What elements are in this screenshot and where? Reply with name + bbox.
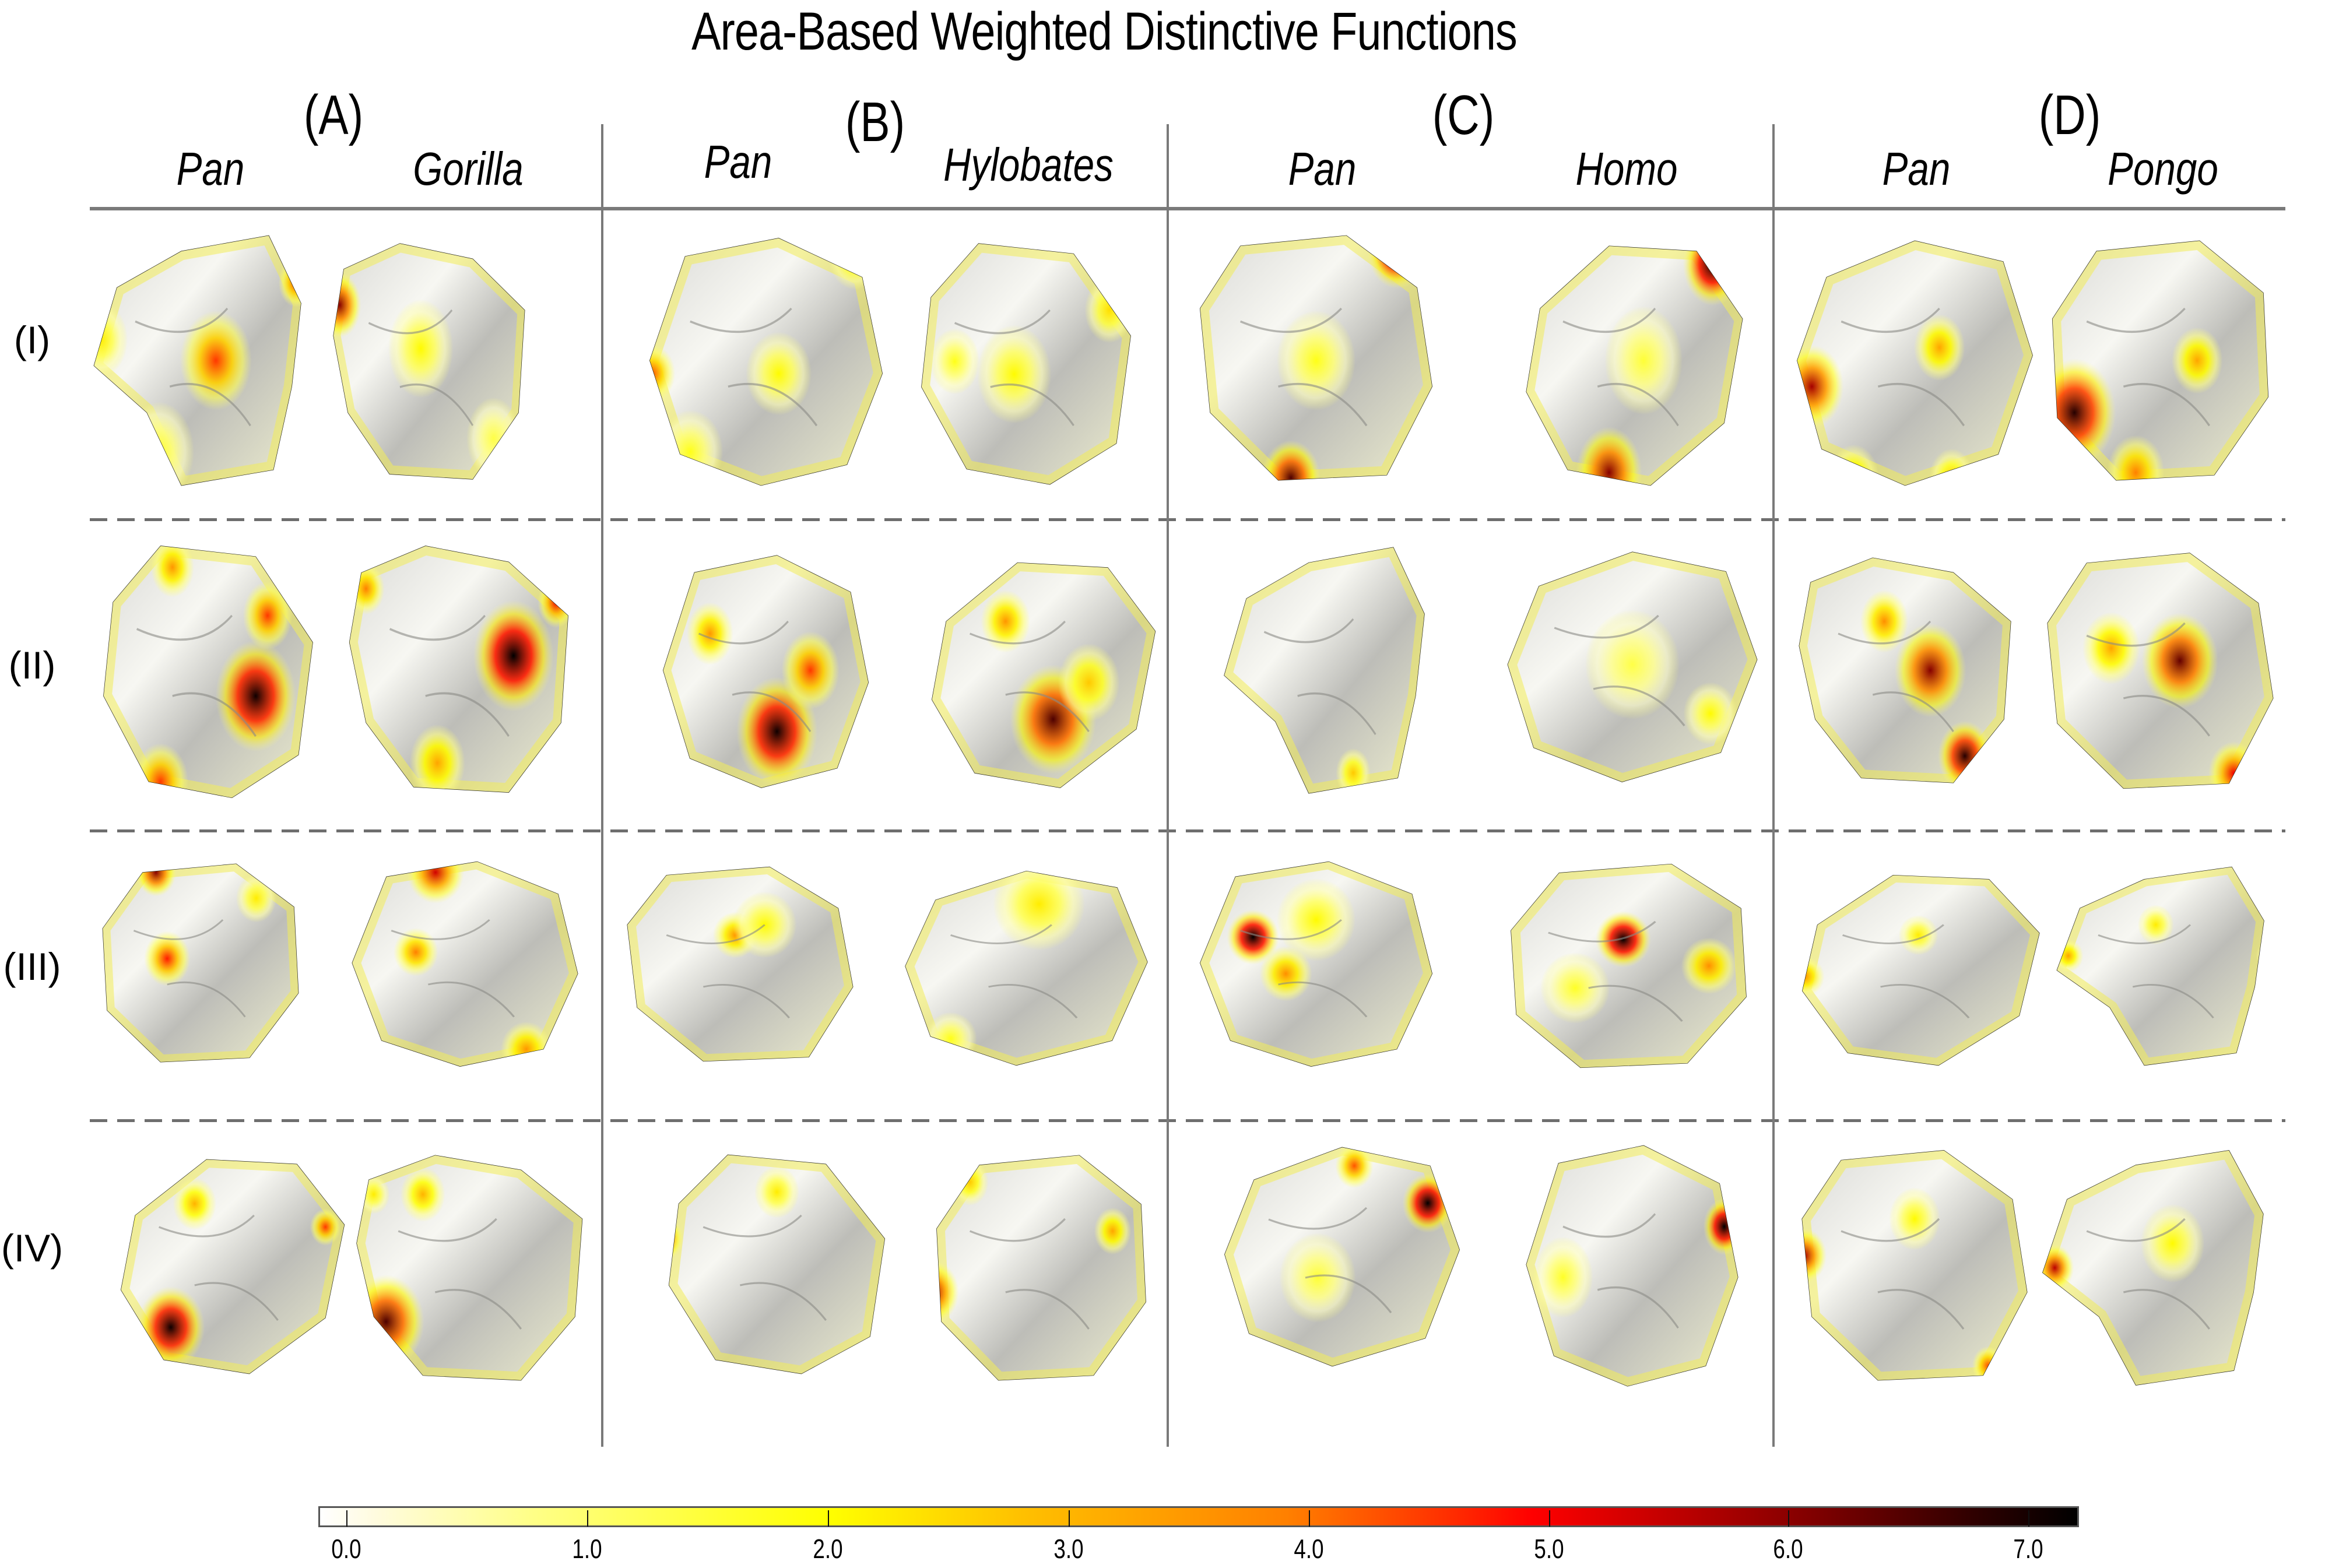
specimen-i-c-homo [1517,230,1747,491]
group-label-c: (C) [1432,84,1495,146]
specimen-iv-d-pan [1792,1145,2037,1390]
group-label-a: (A) [303,84,364,146]
row-label-4: (IV) [1,1226,64,1270]
colorbar [318,1506,2079,1527]
colorbar-tick-label: 6.0 [1773,1534,1803,1564]
group-divider [601,124,603,1447]
row-divider-dashed [90,829,2285,832]
specimen-iii-b-pan [617,863,863,1070]
specimen-iv-d-pongo [2038,1145,2283,1390]
specimen-i-d-pongo [2038,230,2283,491]
colorbar-tick-label: 2.0 [813,1534,843,1564]
specimen-ii-b-pan [654,548,877,793]
specimen-i-b-hylobates [907,233,1145,490]
row-divider-dashed [90,518,2285,521]
row-label-2: (II) [8,644,56,687]
colorbar-tick [828,1510,829,1527]
specimen-i-a-pan [89,230,319,491]
specimen-i-d-pan [1792,230,2038,491]
row-divider-dashed [90,1119,2285,1122]
group-label-b: (B) [845,91,905,153]
colorbar-tick [1069,1510,1070,1527]
figure-title: Area-Based Weighted Distinctive Function… [691,2,1518,61]
header-divider [90,207,2285,210]
taxon-label-d-pan: Pan [1882,143,1951,195]
specimen-iv-a-pan [111,1145,349,1379]
specimen-iii-b-hylobates [900,863,1153,1070]
specimen-iii-d-pan [1792,863,2045,1070]
colorbar-tick [587,1510,588,1527]
colorbar-tick-label: 1.0 [572,1534,602,1564]
colorbar-tick [1788,1510,1789,1527]
row-label-3: (III) [3,945,61,988]
specimen-i-c-pan [1190,230,1442,491]
group-divider [1772,124,1775,1447]
colorbar-tick-label: 3.0 [1053,1534,1084,1564]
specimen-iii-c-pan [1190,855,1442,1071]
specimen-ii-a-gorilla [342,535,580,803]
specimen-ii-d-pongo [2038,548,2283,799]
specimen-i-b-pan [640,230,893,491]
colorbar-tick [2028,1510,2029,1527]
colorbar-tick [1309,1510,1310,1527]
row-label-1: (I) [13,318,51,361]
group-label-d: (D) [2038,84,2101,146]
colorbar-tick-label: 4.0 [1294,1534,1324,1564]
taxon-label-a-pan: Pan [176,143,245,195]
taxon-label-b-pan: Pan [704,136,772,188]
specimen-iv-c-homo [1517,1138,1747,1391]
colorbar-tick-label: 5.0 [1534,1534,1564,1564]
taxon-label-a-gorilla: Gorilla [413,143,524,195]
specimen-iii-c-homo [1495,855,1762,1077]
specimen-ii-c-homo [1502,542,1762,787]
specimen-iv-b-hylobates [922,1145,1160,1390]
taxon-label-b-hylobates: Hylobates [943,139,1114,191]
taxon-label-c-pan: Pan [1288,143,1357,195]
specimen-iv-a-gorilla [349,1145,595,1390]
colorbar-tick [346,1510,347,1527]
specimen-iv-c-pan [1220,1138,1464,1371]
colorbar-tick-label: 7.0 [2013,1534,2043,1564]
specimen-iii-a-gorilla [342,855,588,1071]
taxon-label-d-pongo: Pongo [2108,143,2218,195]
specimen-iv-b-pan [654,1145,900,1379]
colorbar-tick [1549,1510,1550,1527]
colorbar-tick-label: 0.0 [331,1534,361,1564]
specimen-ii-c-pan [1220,542,1442,799]
specimen-ii-b-hylobates [922,548,1160,793]
specimen-iii-a-pan [89,855,312,1071]
specimen-i-a-gorilla [327,233,535,490]
specimen-ii-a-pan [89,535,327,803]
taxon-label-c-homo: Homo [1575,143,1678,195]
specimen-ii-d-pan [1792,548,2022,793]
specimen-iii-d-pongo [2052,863,2282,1070]
group-divider [1167,124,1169,1447]
